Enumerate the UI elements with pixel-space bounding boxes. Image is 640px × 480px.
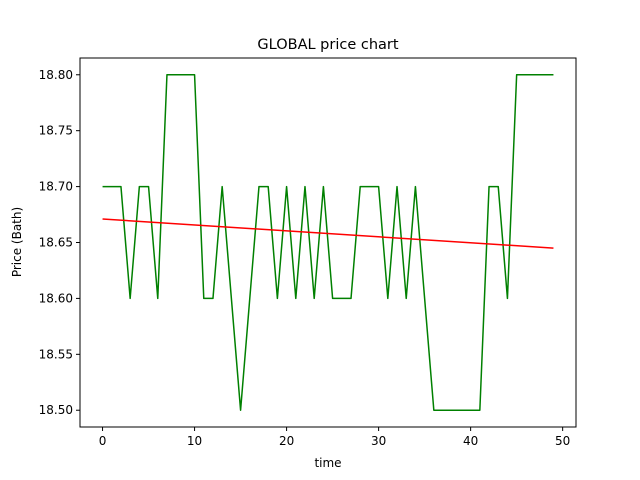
price-series-line (102, 74, 554, 411)
x-tick-label: 0 (99, 434, 107, 448)
y-axis-label: Price (Bath) (10, 207, 24, 277)
plot-area (102, 74, 554, 411)
y-tick-label: 18.60 (39, 291, 73, 305)
trend-line (102, 218, 554, 249)
y-tick-label: 18.75 (39, 124, 73, 138)
x-tick-label: 30 (371, 434, 386, 448)
x-axis: 0 10 20 30 40 50 (99, 427, 570, 448)
chart-title: GLOBAL price chart (257, 37, 398, 53)
x-tick-label: 40 (463, 434, 478, 448)
x-tick-label: 20 (279, 434, 294, 448)
x-tick-label: 10 (187, 434, 202, 448)
y-axis: 18.50 18.55 18.60 18.65 18.70 18.75 18.80 (39, 68, 80, 417)
x-tick-label: 50 (555, 434, 570, 448)
y-tick-label: 18.80 (39, 68, 73, 82)
x-axis-label: time (314, 456, 341, 470)
y-tick-label: 18.55 (39, 347, 73, 361)
y-tick-label: 18.70 (39, 180, 73, 194)
y-tick-label: 18.65 (39, 236, 73, 250)
y-tick-label: 18.50 (39, 403, 73, 417)
